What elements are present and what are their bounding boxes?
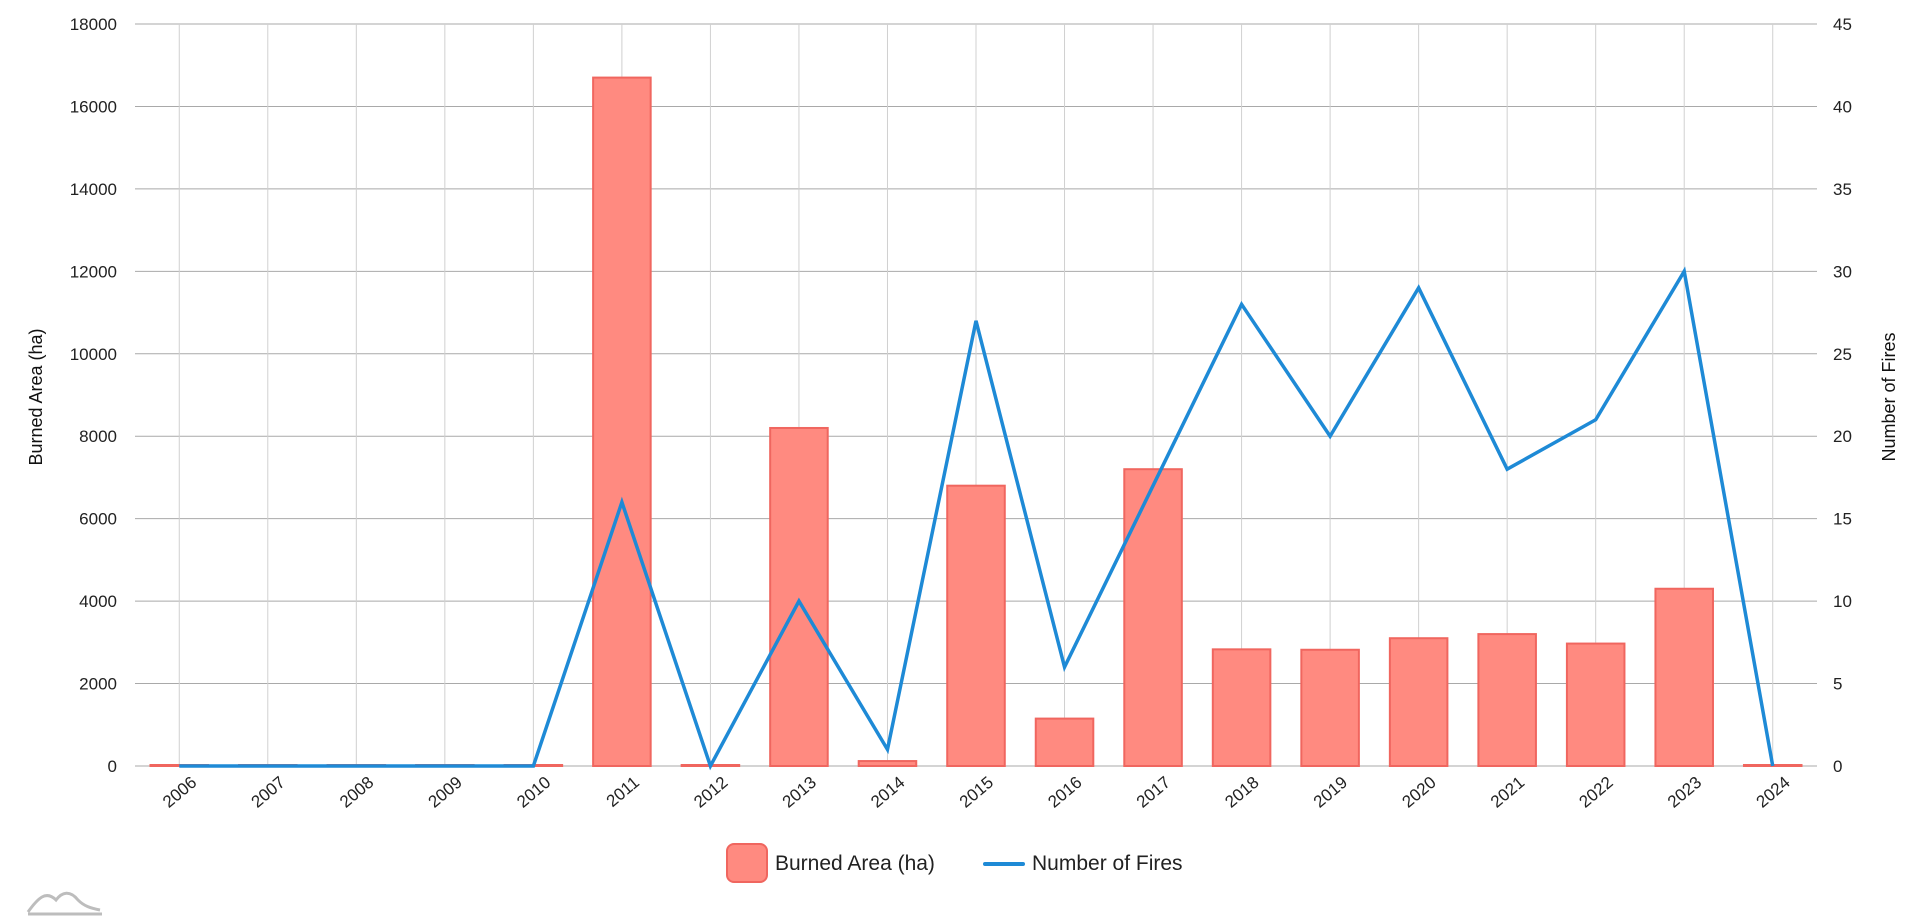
bar[interactable] (1565, 642, 1626, 768)
y-left-tick-label: 6000 (79, 510, 117, 529)
bar[interactable] (1477, 633, 1537, 767)
y-right-tick-label: 45 (1833, 15, 1852, 34)
legend-item-burned-area[interactable]: Burned Area (ha) (726, 843, 935, 883)
y-left-tick-label: 8000 (79, 427, 117, 446)
bar[interactable] (592, 76, 652, 768)
y-right-tick-label: 0 (1833, 757, 1842, 776)
y-left-tick-label: 14000 (70, 180, 117, 199)
legend-bar-swatch (726, 843, 768, 883)
bar-series-burned-area (149, 76, 1803, 768)
bar[interactable] (1211, 648, 1272, 768)
x-tick-label: 2024 (1753, 773, 1794, 812)
y-left-tick-label: 2000 (79, 675, 117, 694)
bar[interactable] (1388, 637, 1449, 768)
bar[interactable] (1034, 717, 1095, 767)
x-tick-label: 2008 (336, 773, 377, 812)
legend-label-burned-area: Burned Area (ha) (775, 852, 935, 875)
y-right-tick-label: 40 (1833, 97, 1852, 116)
x-tick-label: 2007 (248, 773, 289, 812)
x-tick-label: 2010 (513, 773, 554, 812)
mountain-logo-icon (26, 891, 102, 916)
y-axis-right-title: Number of Fires (1879, 332, 1899, 461)
y-right-tick-label: 10 (1833, 592, 1852, 611)
legend-label-number-of-fires: Number of Fires (1032, 852, 1183, 875)
bar[interactable] (1654, 587, 1714, 767)
bar[interactable] (1123, 468, 1183, 767)
x-tick-label: 2019 (1310, 773, 1351, 812)
y-right-tick-label: 30 (1833, 262, 1852, 281)
x-tick-label: 2009 (425, 773, 466, 812)
x-tick-label: 2013 (779, 773, 820, 812)
bar[interactable] (946, 484, 1006, 767)
y-left-tick-label: 10000 (70, 345, 117, 364)
y-right-tick-label: 20 (1833, 427, 1852, 446)
y-right-tick-label: 15 (1833, 510, 1852, 529)
y-left-tick-label: 16000 (70, 97, 117, 116)
y-right-tick-label: 5 (1833, 675, 1842, 694)
legend: Burned Area (ha) Number of Fires (726, 843, 1183, 883)
y-left-tick-label: 4000 (79, 592, 117, 611)
x-tick-label: 2016 (1044, 773, 1085, 812)
x-tick-label: 2014 (867, 773, 908, 812)
y-left-tick-label: 18000 (70, 15, 117, 34)
x-tick-label: 2017 (1133, 773, 1174, 812)
x-tick-label: 2012 (690, 773, 731, 812)
bar[interactable] (857, 760, 918, 768)
legend-item-number-of-fires[interactable]: Number of Fires (983, 852, 1183, 875)
y-right-tick-label: 35 (1833, 180, 1852, 199)
line-series-number-of-fires (179, 266, 1775, 771)
x-tick-label: 2020 (1398, 773, 1439, 812)
x-tick-label: 2022 (1576, 773, 1617, 812)
x-tick-label: 2006 (159, 773, 200, 812)
y-left-tick-label: 0 (108, 757, 117, 776)
x-tick-label: 2011 (603, 773, 643, 811)
x-tick-label: 2023 (1664, 773, 1705, 812)
grid (135, 23, 1817, 767)
x-tick-label: 2021 (1487, 773, 1528, 812)
bar[interactable] (1300, 648, 1360, 768)
y-axis-left-title: Burned Area (ha) (26, 328, 46, 465)
bar[interactable] (769, 426, 829, 767)
x-tick-label: 2015 (956, 773, 997, 812)
y-left-tick-label: 12000 (70, 262, 117, 281)
x-tick-label: 2018 (1221, 773, 1262, 812)
y-right-tick-label: 25 (1833, 345, 1852, 364)
